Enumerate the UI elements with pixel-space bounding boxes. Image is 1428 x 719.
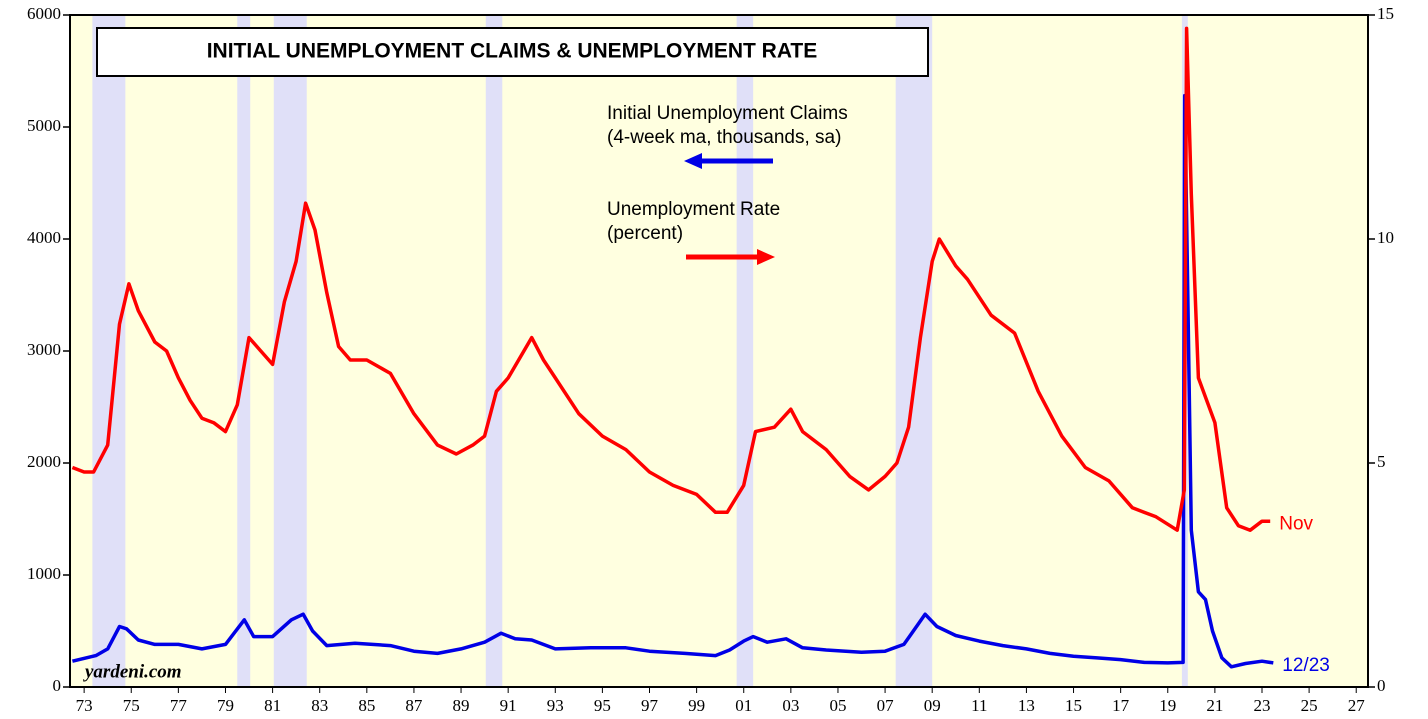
end-label: Nov [1279, 513, 1313, 534]
title-box [96, 27, 929, 77]
recession-band [273, 15, 307, 687]
series-line [71, 93, 1274, 669]
x-tick-label: 85 [358, 696, 375, 715]
x-tick-label: 87 [405, 696, 423, 715]
x-tick-label: 05 [829, 696, 846, 715]
legend-arrowhead [757, 249, 775, 265]
x-tick-label: 99 [688, 696, 705, 715]
x-tick-label: 07 [877, 696, 895, 715]
source: yardeni.com [83, 661, 182, 682]
recession-band [895, 15, 933, 687]
x-tick-label: 17 [1112, 696, 1130, 715]
x-tick-label: 27 [1348, 696, 1366, 715]
y2-tick-label: 0 [1377, 676, 1386, 695]
x-tick-label: 81 [264, 696, 281, 715]
y-tick-label: 1000 [27, 564, 61, 583]
chart-title: INITIAL UNEMPLOYMENT CLAIMS & UNEMPLOYME… [207, 40, 818, 63]
legend-label: Initial Unemployment Claims [607, 103, 848, 124]
legend-label: Unemployment Rate [607, 199, 780, 220]
legend-note: (percent) [607, 223, 683, 244]
x-tick-label: 83 [311, 696, 328, 715]
x-tick-label: 13 [1018, 696, 1035, 715]
x-tick-label: 19 [1159, 696, 1176, 715]
y-tick-label: 4000 [27, 228, 61, 247]
x-tick-label: 21 [1206, 696, 1223, 715]
legend-note: (4-week ma, thousands, sa) [607, 127, 841, 148]
x-tick-label: 75 [123, 696, 140, 715]
x-tick-label: 25 [1301, 696, 1318, 715]
x-tick-label: 23 [1253, 696, 1270, 715]
y-tick-label: 5000 [27, 116, 61, 135]
y-tick-label: 0 [53, 676, 62, 695]
x-tick-label: 89 [453, 696, 470, 715]
x-tick-label: 09 [924, 696, 941, 715]
y2-tick-label: 5 [1377, 452, 1386, 471]
x-tick-label: 15 [1065, 696, 1082, 715]
y-tick-label: 3000 [27, 340, 61, 359]
x-tick-label: 01 [735, 696, 752, 715]
recession-band [237, 15, 251, 687]
x-tick-label: 79 [217, 696, 234, 715]
x-tick-label: 03 [782, 696, 799, 715]
legend-arrowhead [684, 153, 702, 169]
y2-tick-label: 15 [1377, 4, 1394, 23]
end-label: 12/23 [1282, 655, 1330, 676]
x-tick-label: 73 [76, 696, 93, 715]
plot-area [70, 15, 1368, 687]
plot-frame [69, 14, 1369, 688]
x-tick-label: 91 [500, 696, 517, 715]
x-tick-label: 77 [170, 696, 188, 715]
y-tick-label: 6000 [27, 4, 61, 23]
x-tick-label: 93 [547, 696, 564, 715]
y-tick-label: 2000 [27, 452, 61, 471]
recession-band [485, 15, 503, 687]
x-tick-label: 95 [594, 696, 611, 715]
recession-band [92, 15, 126, 687]
x-tick-label: 97 [641, 696, 659, 715]
series-line [71, 26, 1271, 532]
x-tick-label: 11 [971, 696, 987, 715]
y2-tick-label: 10 [1377, 228, 1394, 247]
recession-band [736, 15, 754, 687]
